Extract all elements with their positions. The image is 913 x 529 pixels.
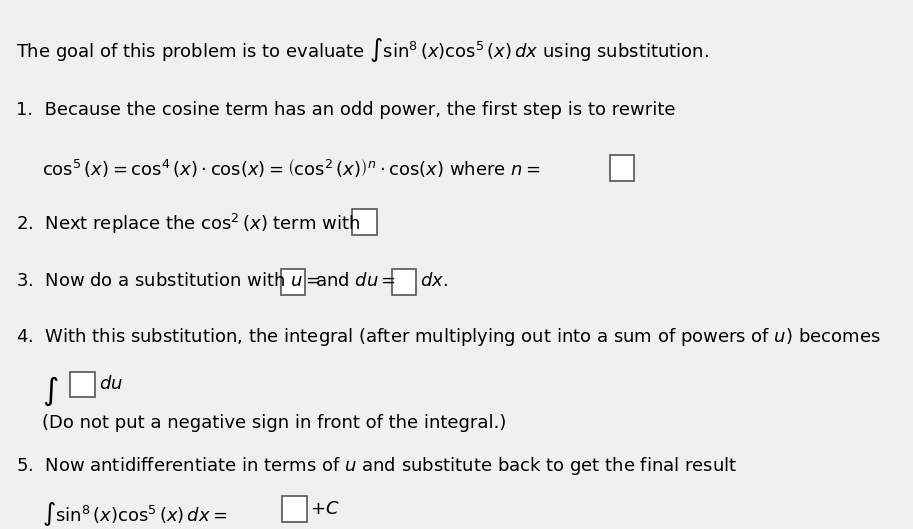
Text: 1.  Because the cosine term has an odd power, the first step is to rewrite: 1. Because the cosine term has an odd po… (16, 101, 676, 118)
Text: $\int$: $\int$ (42, 375, 58, 408)
Text: $+ C$: $+ C$ (310, 500, 340, 518)
FancyBboxPatch shape (392, 269, 416, 295)
FancyBboxPatch shape (352, 209, 377, 235)
Text: 4.  With this substitution, the integral (after multiplying out into a sum of po: 4. With this substitution, the integral … (16, 326, 881, 349)
Text: $dx.$: $dx.$ (421, 272, 448, 290)
Text: $\int \sin^{8}(x)\cos^{5}(x)\, dx = $: $\int \sin^{8}(x)\cos^{5}(x)\, dx = $ (42, 500, 227, 528)
Text: 2.  Next replace the $\cos^{2}(x)$ term with: 2. Next replace the $\cos^{2}(x)$ term w… (16, 212, 361, 236)
Text: 3.  Now do a substitution with $u = $: 3. Now do a substitution with $u = $ (16, 272, 320, 290)
Text: $du$: $du$ (99, 375, 123, 393)
FancyBboxPatch shape (281, 269, 305, 295)
Text: $\cos^{5}(x) = \cos^{4}(x) \cdot \cos(x) = \left(\cos^{2}(x)\right)^{n} \cdot \c: $\cos^{5}(x) = \cos^{4}(x) \cdot \cos(x)… (42, 158, 540, 180)
FancyBboxPatch shape (610, 154, 634, 180)
Text: 5.  Now antidifferentiate in terms of $u$ and substitute back to get the final r: 5. Now antidifferentiate in terms of $u$… (16, 455, 738, 477)
FancyBboxPatch shape (70, 371, 95, 397)
Text: The goal of this problem is to evaluate $\int \sin^{8}(x)\cos^{5}(x)\, dx$ using: The goal of this problem is to evaluate … (16, 36, 709, 64)
Text: (Do not put a negative sign in front of the integral.): (Do not put a negative sign in front of … (42, 414, 507, 432)
FancyBboxPatch shape (282, 496, 307, 522)
Text: and $du = $: and $du = $ (316, 272, 396, 290)
